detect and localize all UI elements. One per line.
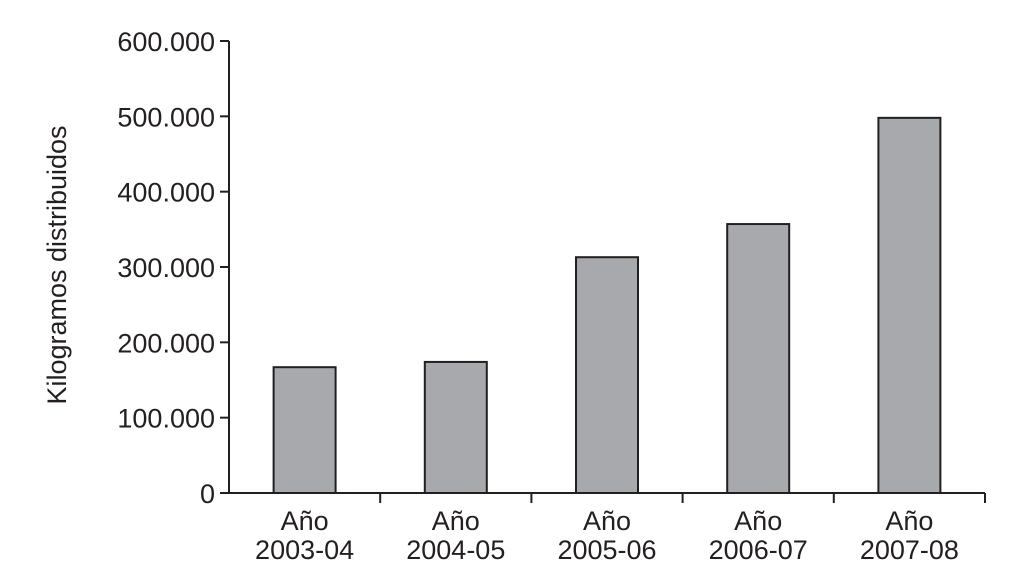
y-tick-label: 200.000	[117, 328, 215, 358]
bar	[272, 366, 337, 494]
y-axis-label: Kilogramos distribuidos	[42, 125, 72, 404]
x-tick-label: Año 2006-07	[709, 506, 808, 565]
bar	[726, 223, 791, 494]
x-tick-label: Año 2004-05	[406, 506, 505, 565]
x-tick-label: Año 2007-08	[860, 506, 959, 565]
bar	[423, 360, 488, 495]
y-tick-label: 500.000	[117, 102, 215, 132]
y-tick-label: 0	[200, 479, 215, 509]
y-tick-label: 300.000	[117, 253, 215, 283]
x-tick-label: Año 2005-06	[557, 506, 656, 565]
bar	[877, 116, 942, 494]
y-tick-label: 100.000	[117, 404, 215, 434]
bar	[575, 256, 639, 494]
y-tick-label: 600.000	[117, 27, 215, 57]
x-tick-label: Año 2003-04	[255, 506, 354, 565]
y-tick-label: 400.000	[117, 178, 215, 208]
